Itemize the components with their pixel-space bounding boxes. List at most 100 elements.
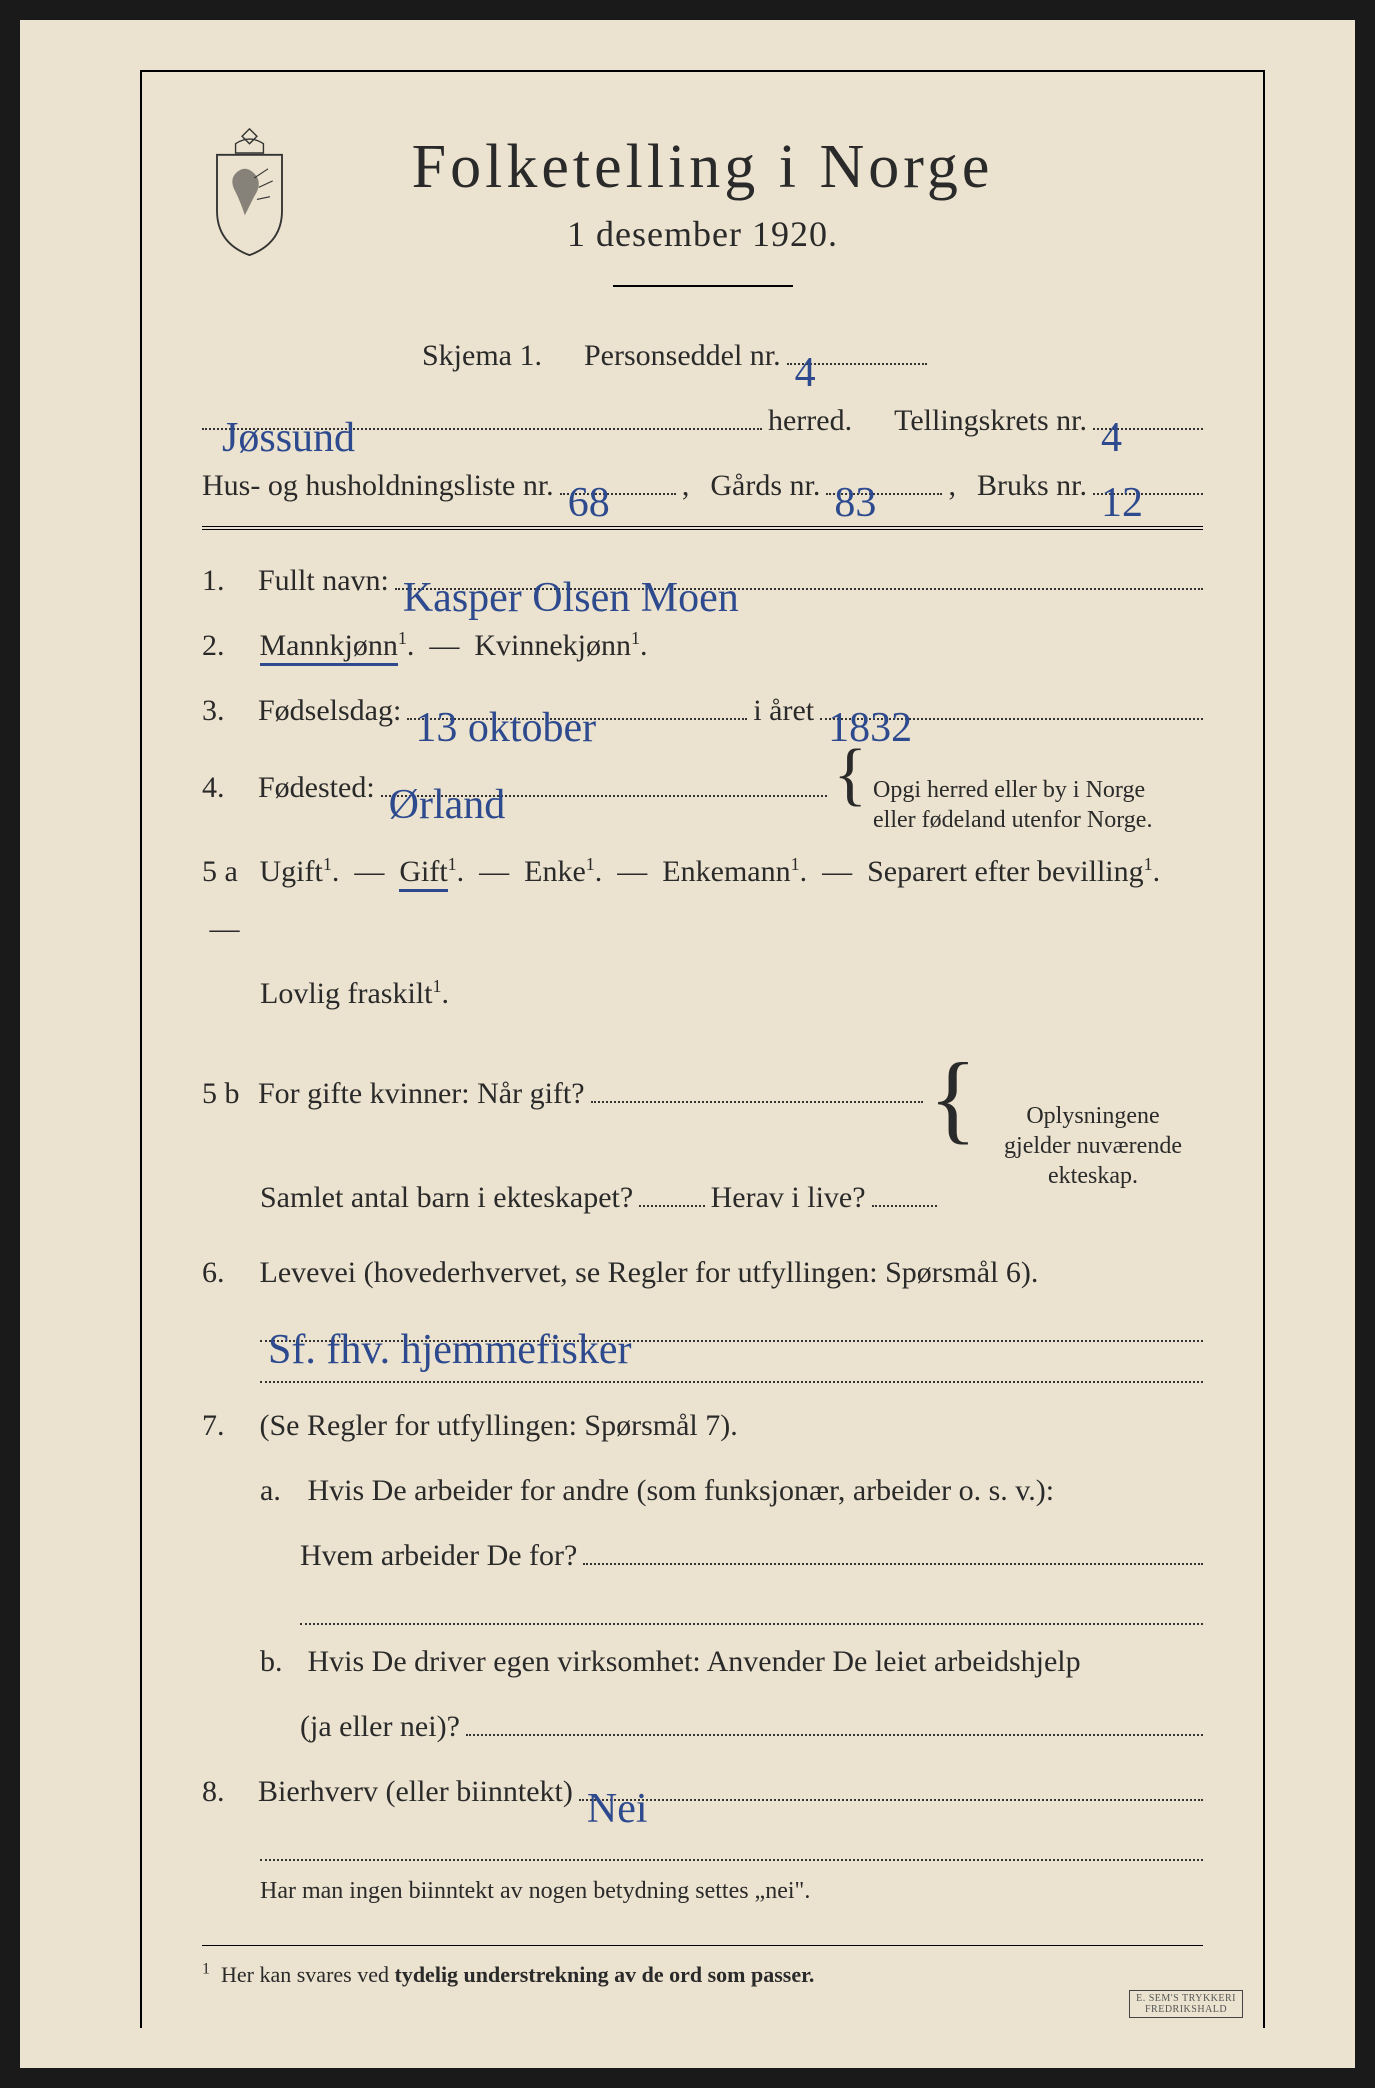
q7b-row-2: (ja eller nei)? (202, 1698, 1203, 1755)
footnote-marker: 1 (202, 1960, 210, 1977)
husliste-value: 68 (568, 464, 610, 499)
q7b-l2: (ja eller nei)? (300, 1698, 460, 1755)
q1-num: 1. (202, 552, 252, 609)
husliste-label: Hus- og husholdningsliste nr. (202, 457, 554, 514)
title-block: Folketelling i Norge 1 desember 1920. (202, 132, 1203, 287)
q3-row: 3. Fødselsdag: 13 oktober i året 1832 (202, 682, 1203, 739)
q4-note-l2: eller fødeland utenfor Norge. (873, 807, 1152, 833)
q7-label: (Se Regler for utfyllingen: Spørsmål 7). (260, 1409, 738, 1442)
q6-label: Levevei (hovederhvervet, se Regler for u… (260, 1256, 1039, 1289)
q4-value: Ørland (389, 766, 506, 801)
q8-field: Nei (579, 1768, 1203, 1801)
q4-note-l1: Opgi herred eller by i Norge (873, 777, 1145, 803)
title-rule (613, 285, 793, 287)
q5b-note-l1: Oplysningene (1026, 1103, 1159, 1129)
q6-value: Sf. fhv. hjemmefisker (268, 1311, 632, 1346)
q8-hint: Har man ingen biinntekt av nogen betydni… (202, 1869, 1203, 1915)
personseddel-label: Personseddel nr. (584, 327, 781, 384)
q4-label: Fødested: (258, 759, 375, 816)
brace-icon: { (833, 747, 867, 803)
q5b-gift-field (591, 1070, 923, 1103)
q7b-field (466, 1703, 1203, 1736)
q2-kvinne: Kvinnekjønn (474, 629, 631, 662)
q7b-l1: Hvis De driver egen virksomhet: Anvender… (308, 1645, 1081, 1678)
printer-stamp: E. SEM'S TRYKKERI FREDRIKSHALD (1129, 1990, 1243, 2018)
q7a-row-1: a. Hvis De arbeider for andre (som funks… (202, 1462, 1203, 1519)
brace-icon: { (929, 1058, 977, 1138)
q5a-fraskilt: Lovlig fraskilt (260, 977, 432, 1010)
skjema-label: Skjema 1. (422, 327, 542, 384)
q5b-label2: Samlet antal barn i ekteskapet? (260, 1169, 633, 1226)
q7-num: 7. (202, 1397, 252, 1454)
q5a-enke: Enke (524, 855, 586, 888)
q5a-row-2: Lovlig fraskilt1. (202, 965, 1203, 1022)
q5b-num: 5 b (202, 1065, 252, 1122)
tellingskrets-value: 4 (1101, 399, 1122, 434)
bruks-value: 12 (1101, 464, 1143, 499)
q4-num: 4. (202, 759, 252, 816)
coat-of-arms-icon (202, 127, 297, 257)
tellingskrets-field: 4 (1093, 397, 1203, 430)
gards-label: Gårds nr. (710, 457, 820, 514)
q6-line2 (202, 1350, 1203, 1383)
personseddel-field: 4 (787, 332, 927, 365)
q6-row: 6. Levevei (hovederhvervet, se Regler fo… (202, 1244, 1203, 1301)
q8-value: Nei (587, 1770, 648, 1805)
q1-label: Fullt navn: (258, 552, 389, 609)
q5a-num: 5 a (202, 843, 252, 900)
q3-num: 3. (202, 682, 252, 739)
q5b-label1: For gifte kvinner: Når gift? (258, 1065, 585, 1122)
q8-row: 8. Bierhverv (eller biinntekt) Nei (202, 1763, 1203, 1820)
form-body: Skjema 1. Personseddel nr. 4 Jøssund her… (202, 327, 1203, 1995)
q2-row: 2. Mannkjønn1. — Kvinnekjønn1. (202, 617, 1203, 674)
census-page: Folketelling i Norge 1 desember 1920. Sk… (20, 20, 1355, 2068)
q8-field-2 (260, 1828, 1203, 1861)
q4-field: Ørland (381, 764, 828, 797)
q4-row: 4. Fødested: Ørland { Opgi herred eller … (202, 747, 1203, 835)
q7-row: 7. (Se Regler for utfyllingen: Spørsmål … (202, 1397, 1203, 1454)
q7b-row-1: b. Hvis De driver egen virksomhet: Anven… (202, 1633, 1203, 1690)
gards-field: 83 (826, 462, 942, 495)
q5b-barn-field (639, 1174, 704, 1207)
q7a-l1: Hvis De arbeider for andre (som funksjon… (308, 1474, 1055, 1507)
q5a-row: 5 a Ugift1. — Gift1. — Enke1. — Enkemann… (202, 843, 1203, 957)
tellingskrets-label: Tellingskrets nr. (894, 392, 1087, 449)
herred-field: Jøssund (202, 397, 762, 430)
meta-row-3: Hus- og husholdningsliste nr. 68 , Gårds… (202, 457, 1203, 514)
q7a-row-2: Hvem arbeider De for? (202, 1527, 1203, 1584)
q5a-gift: Gift (399, 855, 447, 892)
footnote-text-b: tydelig understrekning av de ord som pas… (395, 1962, 815, 1987)
q7a-field-2 (300, 1592, 1203, 1625)
q5a-ugift: Ugift (260, 855, 323, 888)
q7a-num: a. (260, 1462, 300, 1519)
q8-num: 8. (202, 1763, 252, 1820)
q3-day-field: 13 oktober (407, 687, 747, 720)
meta-row-2: Jøssund herred. Tellingskrets nr. 4 (202, 392, 1203, 449)
q7b-num: b. (260, 1633, 300, 1690)
q5b-live-field (872, 1174, 937, 1207)
personseddel-value: 4 (795, 334, 816, 369)
q8-line2 (202, 1828, 1203, 1861)
footnote-text-a: Her kan svares ved (221, 1962, 395, 1987)
stamp-l1: E. SEM'S TRYKKERI (1136, 1993, 1236, 2004)
main-title: Folketelling i Norge (202, 132, 1203, 203)
herred-label: herred. (768, 392, 852, 449)
subtitle: 1 desember 1920. (202, 213, 1203, 255)
meta-row-1: Skjema 1. Personseddel nr. 4 (202, 327, 1203, 384)
q5a-separert: Separert efter bevilling (867, 855, 1144, 888)
q6-field-2 (260, 1350, 1203, 1383)
q8-label: Bierhverv (eller biinntekt) (258, 1763, 573, 1820)
q5a-enkemann: Enkemann (662, 855, 790, 888)
bruks-field: 12 (1093, 462, 1203, 495)
meta-separator (202, 526, 1203, 530)
q1-field: Kasper Olsen Moen (395, 557, 1203, 590)
q3-year-field: 1832 (820, 687, 1203, 720)
herred-value: Jøssund (222, 399, 355, 434)
form-border: Folketelling i Norge 1 desember 1920. Sk… (140, 70, 1265, 2028)
q1-row: 1. Fullt navn: Kasper Olsen Moen (202, 552, 1203, 609)
q2-mann: Mannkjønn (260, 629, 398, 666)
q3-label: Fødselsdag: (258, 682, 401, 739)
q5b-label3: Herav i live? (711, 1169, 866, 1226)
q5b-note-l2: gjelder nuværende (1004, 1133, 1182, 1159)
stamp-l2: FREDRIKSHALD (1145, 2004, 1227, 2015)
